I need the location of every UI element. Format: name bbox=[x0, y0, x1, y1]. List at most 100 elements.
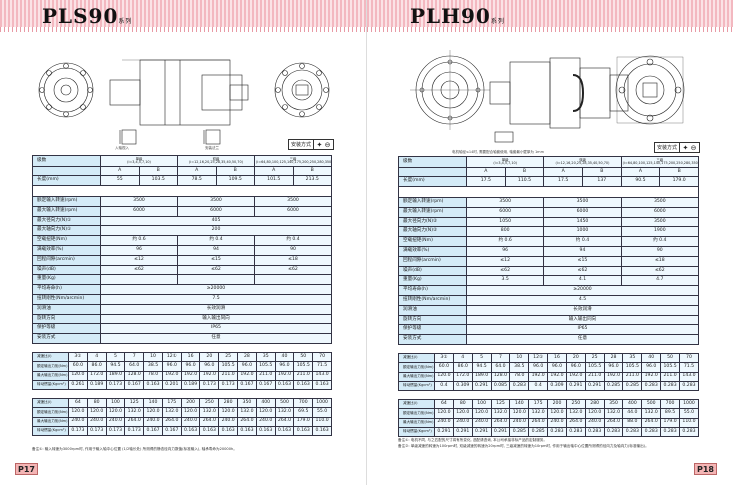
table-cell: 125 bbox=[490, 398, 511, 410]
row-label: 最大输出力矩(Nm) bbox=[32, 416, 69, 427]
spacer-row bbox=[32, 185, 332, 197]
variant-header: B bbox=[215, 166, 255, 176]
table-cell: 0.167 bbox=[255, 379, 276, 391]
table-cell: 0.173 bbox=[199, 379, 220, 391]
table-cell: 71.5 bbox=[678, 362, 700, 373]
table-row: 扭转刚性(Nm/arcmin) 4.5 bbox=[398, 294, 699, 306]
table-cell: 1000 bbox=[678, 398, 700, 410]
row-label bbox=[398, 167, 467, 177]
header-band-right bbox=[367, 0, 733, 32]
variant-header: A bbox=[254, 166, 294, 176]
table-cell: 0.283 bbox=[678, 426, 700, 438]
drawing-caption: 入轴视入 bbox=[115, 146, 129, 150]
header-band-left bbox=[0, 0, 366, 32]
table-cell: 120.0 bbox=[86, 407, 107, 418]
table-cell: 50 bbox=[660, 352, 680, 364]
table-cell: 105.5 bbox=[218, 361, 239, 372]
table-cell: 240.0 bbox=[471, 417, 492, 428]
table-cell: 3500 bbox=[100, 196, 178, 207]
variant-header: B bbox=[659, 167, 699, 177]
row-label: 重量(Kg) bbox=[32, 274, 101, 286]
table-cell: 80 bbox=[452, 398, 473, 410]
table-cell: 70 bbox=[312, 351, 332, 363]
table-cell: 405 bbox=[100, 215, 332, 227]
table-cell: 7 bbox=[124, 351, 145, 363]
table-cell: 96.0 bbox=[641, 362, 662, 373]
table-cell: 264.0 bbox=[528, 417, 549, 428]
table-row: 重量(Kg) 3.5 4.1 4.7 bbox=[398, 275, 700, 287]
table-cell: ≤62 bbox=[620, 265, 700, 277]
table-cell: IP65 bbox=[100, 323, 332, 335]
row-label: 最大径向力(N)② bbox=[398, 216, 467, 228]
table-cell: 0.163 bbox=[255, 425, 276, 437]
table-cell: 12① bbox=[161, 351, 182, 363]
table-row: 长度(mm) 55 103.5 78.5 109.5 101.5 213.5 bbox=[32, 175, 332, 186]
row-label: 额定输入转速(rpm) bbox=[398, 197, 467, 208]
table-row: 级数 单级 (i=3,4,5,7,10) 双级 (i=12,16,20,25,28,… bbox=[32, 155, 332, 167]
table-cell: 0.291 bbox=[452, 426, 473, 438]
mount-label: 安装方式 bbox=[657, 145, 678, 151]
table-cell: 4 bbox=[452, 352, 473, 364]
table-cell: 0.285 bbox=[509, 426, 530, 438]
table-cell: 50 bbox=[293, 351, 314, 363]
table-cell: 20 bbox=[565, 352, 586, 364]
row-label: 最大输出力矩(Nm) bbox=[398, 371, 435, 382]
series-label: 系列 bbox=[490, 18, 505, 25]
table-cell: 0.283 bbox=[622, 426, 643, 438]
table-cell: 0.291 bbox=[471, 426, 492, 438]
stage-header: 双级 (i=12,16,20,25,28,35,40,50,70) bbox=[543, 156, 622, 168]
table-row: 保护等级 IP65 bbox=[398, 324, 699, 336]
table-cell: 192.0 bbox=[565, 371, 586, 382]
table-cell: 5 bbox=[471, 352, 492, 364]
table-cell: 96.0 bbox=[237, 361, 257, 372]
table-cell: 7.5 bbox=[100, 293, 332, 305]
row-label: 最大输出力矩(Nm) bbox=[398, 417, 435, 428]
table-cell: 0.085 bbox=[490, 380, 511, 392]
table-cell: 192.0 bbox=[161, 370, 182, 381]
table-cell: 0.167 bbox=[161, 425, 182, 437]
table-cell: ≤18 bbox=[254, 254, 332, 266]
table-cell: 120.0 bbox=[68, 370, 88, 381]
table-cell: 264.0 bbox=[490, 417, 511, 428]
table-cell: 0.163 bbox=[274, 425, 295, 437]
table-cell: 约 0.4 bbox=[620, 236, 700, 247]
row-label: 长度(mm) bbox=[32, 175, 101, 186]
table-cell: 240.0 bbox=[584, 417, 605, 428]
table-cell: 10 bbox=[143, 351, 163, 363]
table-cell: 0.167 bbox=[237, 379, 257, 391]
table-row: 减速比(i) 64 80 100 125 140 175 200 250 280 350 400 500… bbox=[32, 397, 332, 409]
table-row: 额定输入转速(rpm) 3500 3500 3500 bbox=[398, 197, 700, 208]
table-cell: 55.0 bbox=[312, 407, 332, 418]
row-label: 最大输入转速(rpm) bbox=[398, 206, 467, 218]
table-cell: 120.0 bbox=[143, 407, 163, 418]
table-cell: 86.0 bbox=[86, 361, 107, 372]
row-label: 最大输入转速(rpm) bbox=[32, 205, 101, 217]
table-cell: ≤15 bbox=[177, 254, 255, 266]
table-cell: 264.0 bbox=[161, 416, 182, 427]
table-cell: 78.0 bbox=[509, 371, 530, 382]
table-cell: 400 bbox=[255, 397, 276, 409]
table-cell: ≤62 bbox=[543, 265, 622, 277]
table-cell: 132.0 bbox=[528, 408, 549, 419]
table-cell: 0.163 bbox=[180, 425, 201, 437]
table-cell: 90 bbox=[254, 244, 332, 256]
table-cell: 101.5 bbox=[254, 175, 294, 186]
output-flange-view bbox=[615, 55, 685, 125]
table-cell: 240.0 bbox=[86, 416, 107, 427]
stage-header: 三级 (i=64,80,100,125,140,175,200,250,280,… bbox=[620, 156, 700, 168]
table-cell: IP65 bbox=[466, 324, 699, 336]
table-cell: 0.163 bbox=[293, 425, 314, 437]
ratio-table: 减速比(i) 64 80 100 125 140 175 200 250 280 350 400 500… bbox=[32, 397, 332, 437]
table-cell: 0.163 bbox=[274, 379, 295, 391]
technical-drawing-right bbox=[410, 50, 685, 143]
table-row: 空载扭矩(Nm) 约 0.6 约 0.4 约 0.4 bbox=[398, 236, 700, 247]
table-cell: 240.0 bbox=[68, 416, 88, 427]
ratio-table: 减速比(i) 3① 4 5 7 10 12① 16 20 25 28 35 40 50 70 额定输出力矩(N… bbox=[32, 351, 332, 391]
table-cell: 3500 bbox=[620, 197, 700, 208]
table-cell: 192.0 bbox=[237, 370, 257, 381]
row-label: 最大径向力(N)① bbox=[32, 215, 101, 227]
table-cell: 0.291 bbox=[434, 426, 454, 438]
variant-header: A bbox=[620, 167, 661, 177]
row-label: 平均寿命(h) bbox=[32, 284, 101, 295]
table-cell: 240.0 bbox=[509, 417, 530, 428]
